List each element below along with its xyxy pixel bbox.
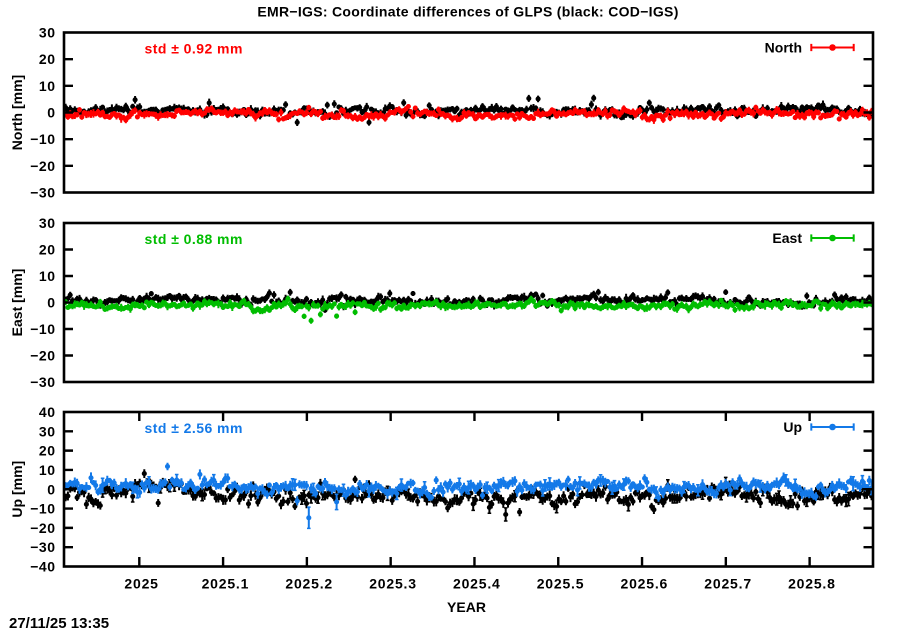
svg-text:std ± 2.56 mm: std ± 2.56 mm: [145, 420, 243, 436]
svg-text:2025.8: 2025.8: [788, 576, 836, 592]
svg-text:2025.3: 2025.3: [369, 576, 417, 592]
svg-text:−20: −20: [30, 158, 55, 174]
svg-text:2025.1: 2025.1: [202, 576, 250, 592]
svg-text:2025: 2025: [124, 576, 158, 592]
svg-text:Up: Up: [783, 419, 802, 435]
svg-text:27/11/25 13:35: 27/11/25 13:35: [9, 615, 109, 630]
svg-text:−10: −10: [30, 501, 55, 517]
svg-text:30: 30: [39, 423, 56, 439]
svg-text:10: 10: [39, 268, 56, 284]
svg-text:0: 0: [47, 481, 55, 497]
svg-text:−30: −30: [30, 374, 55, 390]
svg-text:−30: −30: [30, 185, 55, 201]
svg-text:30: 30: [39, 215, 56, 231]
svg-text:2025.4: 2025.4: [453, 576, 501, 592]
svg-text:10: 10: [39, 78, 56, 94]
svg-text:−10: −10: [30, 131, 55, 147]
svg-text:East [mm]: East [mm]: [9, 269, 25, 337]
svg-text:20: 20: [39, 51, 56, 67]
svg-text:10: 10: [39, 462, 56, 478]
svg-text:2025.6: 2025.6: [620, 576, 668, 592]
svg-text:North [mm]: North [mm]: [9, 75, 25, 150]
svg-text:YEAR: YEAR: [447, 599, 486, 615]
svg-text:−30: −30: [30, 539, 55, 555]
svg-text:0: 0: [47, 105, 55, 121]
svg-text:std ± 0.88 mm: std ± 0.88 mm: [145, 231, 243, 247]
svg-text:North: North: [765, 40, 802, 56]
svg-text:East: East: [772, 230, 802, 246]
svg-text:−10: −10: [30, 321, 55, 337]
svg-text:30: 30: [39, 25, 56, 41]
svg-text:EMR−IGS: Coordinate difference: EMR−IGS: Coordinate differences of GLPS …: [257, 4, 678, 20]
svg-text:std ± 0.92 mm: std ± 0.92 mm: [145, 41, 243, 57]
svg-text:2025.7: 2025.7: [704, 576, 752, 592]
svg-text:0: 0: [47, 295, 55, 311]
svg-text:20: 20: [39, 443, 56, 459]
svg-text:40: 40: [39, 404, 56, 420]
svg-text:20: 20: [39, 242, 56, 258]
svg-text:−40: −40: [30, 559, 55, 575]
svg-text:2025.2: 2025.2: [285, 576, 333, 592]
svg-text:−20: −20: [30, 348, 55, 364]
svg-text:2025.5: 2025.5: [537, 576, 585, 592]
svg-text:Up [mm]: Up [mm]: [9, 461, 25, 518]
svg-text:−20: −20: [30, 520, 55, 536]
